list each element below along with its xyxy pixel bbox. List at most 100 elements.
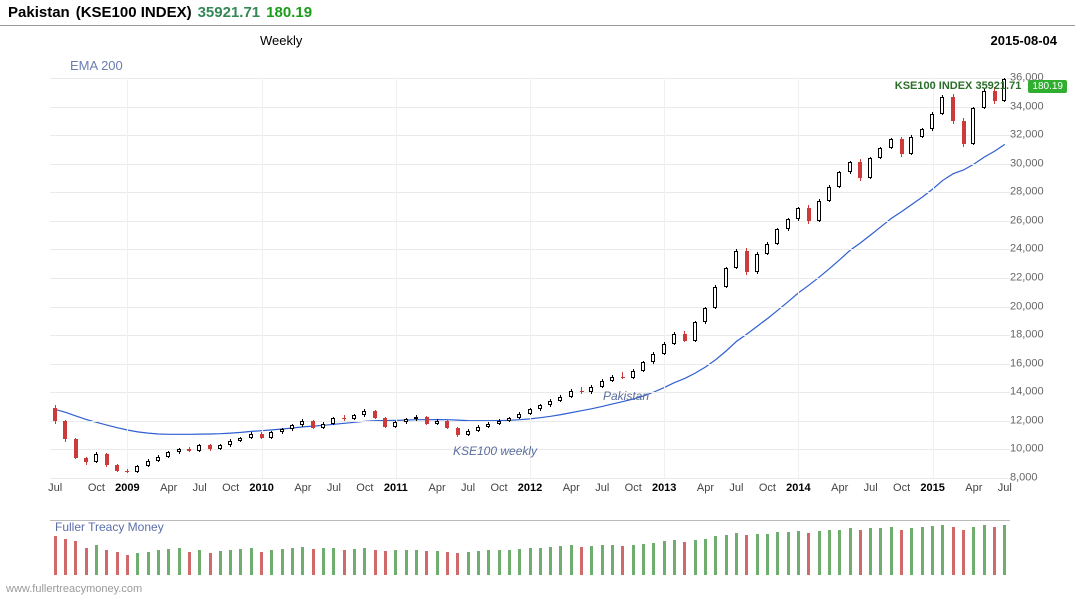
volume-bar (776, 532, 779, 575)
periodicity-label[interactable]: Weekly (260, 33, 302, 48)
volume-bar (405, 550, 408, 575)
volume-bar (869, 528, 872, 575)
asof-date: 2015-08-04 (991, 33, 1058, 48)
v-gridline (530, 78, 531, 478)
volume-bar (539, 548, 542, 575)
volume-bar (322, 548, 325, 575)
volume-bar (683, 542, 686, 575)
chart-annotation: Pakistan (600, 388, 652, 404)
title-market: Pakistan (8, 4, 70, 21)
title-last: 35921.71 (198, 4, 261, 21)
volume-bar (250, 548, 253, 575)
volume-bar (167, 549, 170, 575)
volume-bar (487, 550, 490, 575)
volume-bar (116, 552, 119, 575)
volume-bar (374, 550, 377, 575)
volume-bar (384, 551, 387, 575)
volume-bar (467, 552, 470, 575)
volume-bar (312, 549, 315, 575)
volume-bar (456, 553, 459, 575)
volume-bar (394, 550, 397, 575)
volume-bar (239, 549, 242, 575)
volume-bar (559, 546, 562, 575)
y-axis-price: 8,00010,00012,00014,00016,00018,00020,00… (1010, 78, 1066, 478)
volume-bar (890, 527, 893, 575)
volume-bar (632, 545, 635, 575)
x-tick-label: Jul (864, 482, 878, 494)
volume-bar (642, 544, 645, 575)
x-tick-label: Oct (88, 482, 105, 494)
volume-bar (663, 541, 666, 575)
chart-annotation: KSE100 weekly (450, 443, 540, 459)
y-tick-label: 18,000 (1010, 330, 1044, 341)
volume-bar (498, 550, 501, 575)
volume-bar (621, 546, 624, 575)
volume-bar (446, 552, 449, 575)
x-tick-label: Apr (831, 482, 848, 494)
volume-bar (879, 528, 882, 575)
x-tick-label: Apr (294, 482, 311, 494)
volume-bar (910, 528, 913, 575)
x-tick-label: Oct (356, 482, 373, 494)
x-tick-label: 2014 (786, 482, 810, 494)
volume-bar (64, 539, 67, 575)
x-axis-time: JulOct2009AprJulOct2010AprJulOct2011AprJ… (50, 478, 1010, 518)
y-tick-label: 16,000 (1010, 358, 1044, 369)
volume-bar (85, 548, 88, 575)
volume-bar (941, 525, 944, 575)
volume-bar (178, 548, 181, 575)
volume-bar (673, 540, 676, 575)
volume-bar (797, 531, 800, 575)
x-tick-label: Jul (327, 482, 341, 494)
x-tick-label: 2011 (384, 482, 408, 494)
volume-bar (838, 530, 841, 575)
volume-bar (229, 550, 232, 575)
volume-bar (343, 550, 346, 575)
volume-bar (188, 552, 191, 575)
x-tick-label: Oct (490, 482, 507, 494)
volume-bar (219, 551, 222, 575)
volume-bar (209, 553, 212, 575)
y-tick-label: 14,000 (1010, 387, 1044, 398)
volume-bar (198, 550, 201, 575)
volume-bar (818, 531, 821, 575)
x-tick-label: 2013 (652, 482, 676, 494)
volume-bar (611, 545, 614, 575)
y-tick-label: 10,000 (1010, 444, 1044, 455)
v-gridline (664, 78, 665, 478)
source-footer: www.fullertreacymoney.com (6, 583, 142, 595)
volume-bar (972, 527, 975, 575)
volume-bar (580, 547, 583, 575)
volume-bar (147, 552, 150, 575)
volume-bar (652, 543, 655, 575)
y-tick-label: 24,000 (1010, 244, 1044, 255)
volume-bar (570, 545, 573, 575)
volume-panel[interactable] (50, 520, 1010, 575)
volume-bar (704, 539, 707, 575)
x-tick-label: 2009 (115, 482, 139, 494)
x-tick-label: Jul (193, 482, 207, 494)
volume-bar (518, 549, 521, 575)
volume-bar (157, 550, 160, 575)
series-last-label: KSE100 INDEX 35921.71 180.19 (895, 80, 1067, 92)
x-tick-label: Apr (429, 482, 446, 494)
volume-bar (105, 550, 108, 575)
volume-bar (1003, 525, 1006, 575)
volume-bar (601, 545, 604, 575)
v-gridline (798, 78, 799, 478)
volume-bar (745, 535, 748, 575)
volume-bar (807, 533, 810, 575)
v-gridline (262, 78, 263, 478)
x-tick-label: Jul (461, 482, 475, 494)
volume-bar (756, 534, 759, 575)
ema-indicator-label[interactable]: EMA 200 (70, 58, 123, 73)
price-plot[interactable] (50, 78, 1010, 478)
y-tick-label: 12,000 (1010, 415, 1044, 426)
volume-bar (270, 550, 273, 575)
volume-bar (859, 530, 862, 575)
x-tick-label: Jul (595, 482, 609, 494)
volume-bar (849, 528, 852, 575)
volume-bar (508, 550, 511, 575)
volume-bar (353, 549, 356, 575)
x-tick-label: Jul (998, 482, 1012, 494)
